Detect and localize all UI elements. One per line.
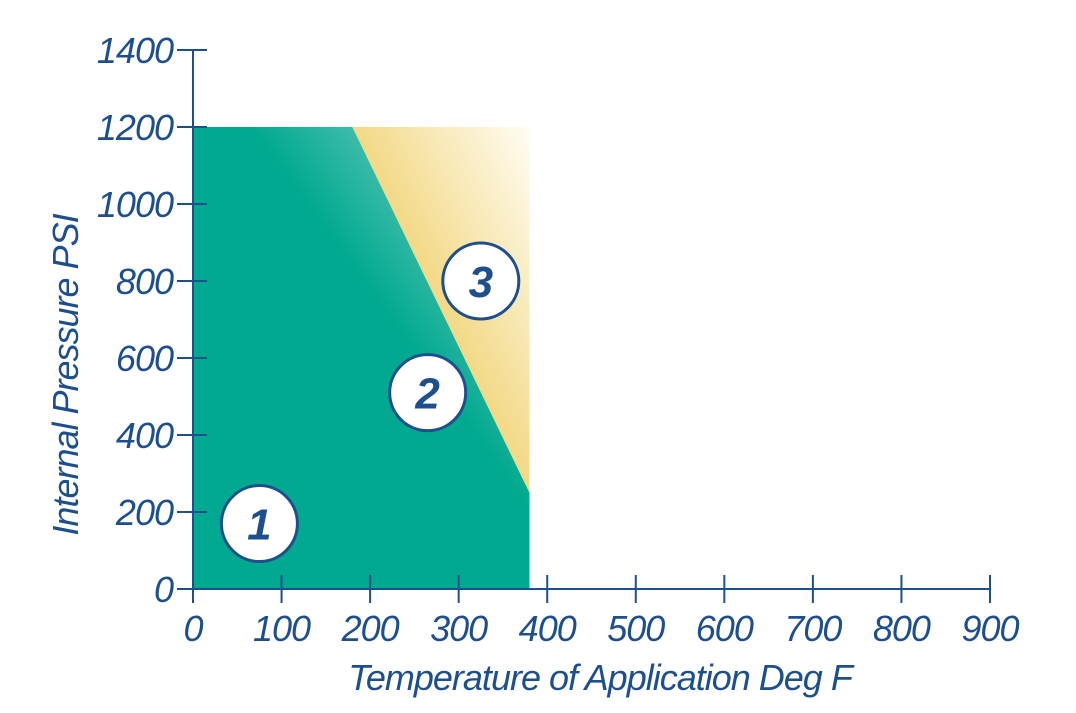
zone-labels-layer: 1 2 3 [219, 241, 521, 564]
x-tick-label: 0 [183, 608, 203, 649]
x-tick-label: 300 [430, 608, 488, 649]
zone-badge-label: 2 [414, 370, 440, 419]
zone-1-badge: 1 [219, 484, 299, 564]
y-tick-label: 600 [116, 338, 174, 379]
zone-3-badge: 3 [441, 241, 521, 321]
zone-2-area [193, 127, 530, 589]
y-axis-title: Internal Pressure PSI [45, 213, 86, 535]
zone-badge-label: 1 [247, 501, 271, 550]
x-tick-label: 600 [696, 608, 754, 649]
zone-badge-circle [219, 484, 299, 564]
zone-badge-circle [441, 241, 521, 321]
zone-3-area [352, 127, 530, 493]
x-tick-label: 100 [253, 608, 311, 649]
y-tick-label: 1000 [97, 184, 174, 225]
axes-layer: 0 100 200 300 400 500 600 700 800 900 0 200 400 600 80… [97, 30, 1021, 649]
y-tick-label: 1200 [97, 107, 174, 148]
y-tick-label: 0 [154, 569, 174, 610]
x-tick-label: 200 [341, 608, 400, 649]
x-tick-label: 800 [873, 608, 931, 649]
y-tick-label: 200 [115, 492, 174, 533]
y-tick-label: 1400 [97, 30, 174, 71]
x-tick-label: 400 [519, 608, 577, 649]
zone-2-badge: 2 [388, 353, 468, 433]
zone-badge-circle [388, 353, 468, 433]
y-tick-label: 400 [116, 415, 174, 456]
x-tick-label: 900 [961, 608, 1019, 649]
x-axis-title: Temperature of Application Deg F [348, 657, 855, 698]
zone-badge-label: 3 [469, 258, 493, 307]
y-tick-label: 800 [116, 261, 174, 302]
x-tick-label: 500 [607, 608, 665, 649]
x-tick-label: 700 [784, 608, 842, 649]
